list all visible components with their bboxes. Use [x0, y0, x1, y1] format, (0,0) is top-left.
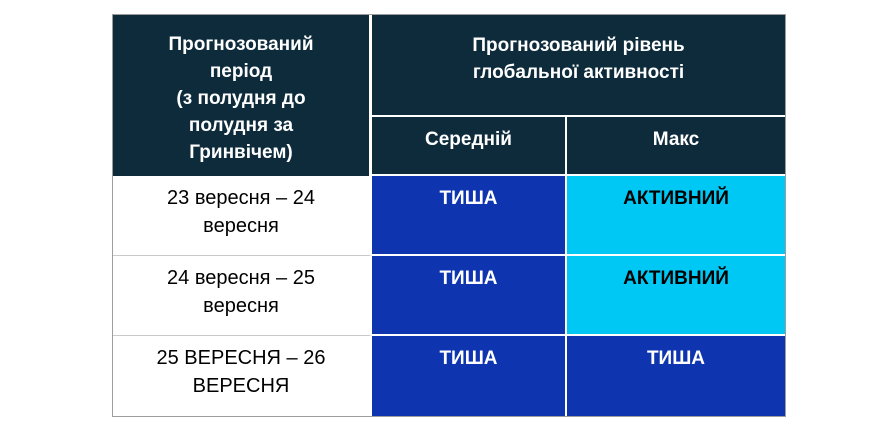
period-cell-row3: 25 ВЕРЕСНЯ – 26 ВЕРЕСНЯ	[113, 336, 372, 416]
max-level-cell-row2: АКТИВНИЙ	[567, 256, 785, 336]
activity-group-header: Прогнозований рівень глобальної активнос…	[372, 15, 785, 117]
period-cell-row2: 24 вересня – 25 вересня	[113, 256, 372, 336]
medium-level-cell-row3: ТИША	[372, 336, 567, 416]
period-column-header: Прогнозований період (з полудня до полуд…	[113, 15, 372, 176]
max-level-cell-row3: ТИША	[567, 336, 785, 416]
medium-level-cell-row2: ТИША	[372, 256, 567, 336]
medium-level-cell-row1: ТИША	[372, 176, 567, 256]
activity-forecast-table: Прогнозований період (з полудня до полуд…	[112, 14, 786, 417]
period-cell-row1: 23 вересня – 24 вересня	[113, 176, 372, 256]
max-level-cell-row1: АКТИВНИЙ	[567, 176, 785, 256]
max-column-header: Макс	[567, 117, 785, 176]
medium-column-header: Середній	[372, 117, 567, 176]
